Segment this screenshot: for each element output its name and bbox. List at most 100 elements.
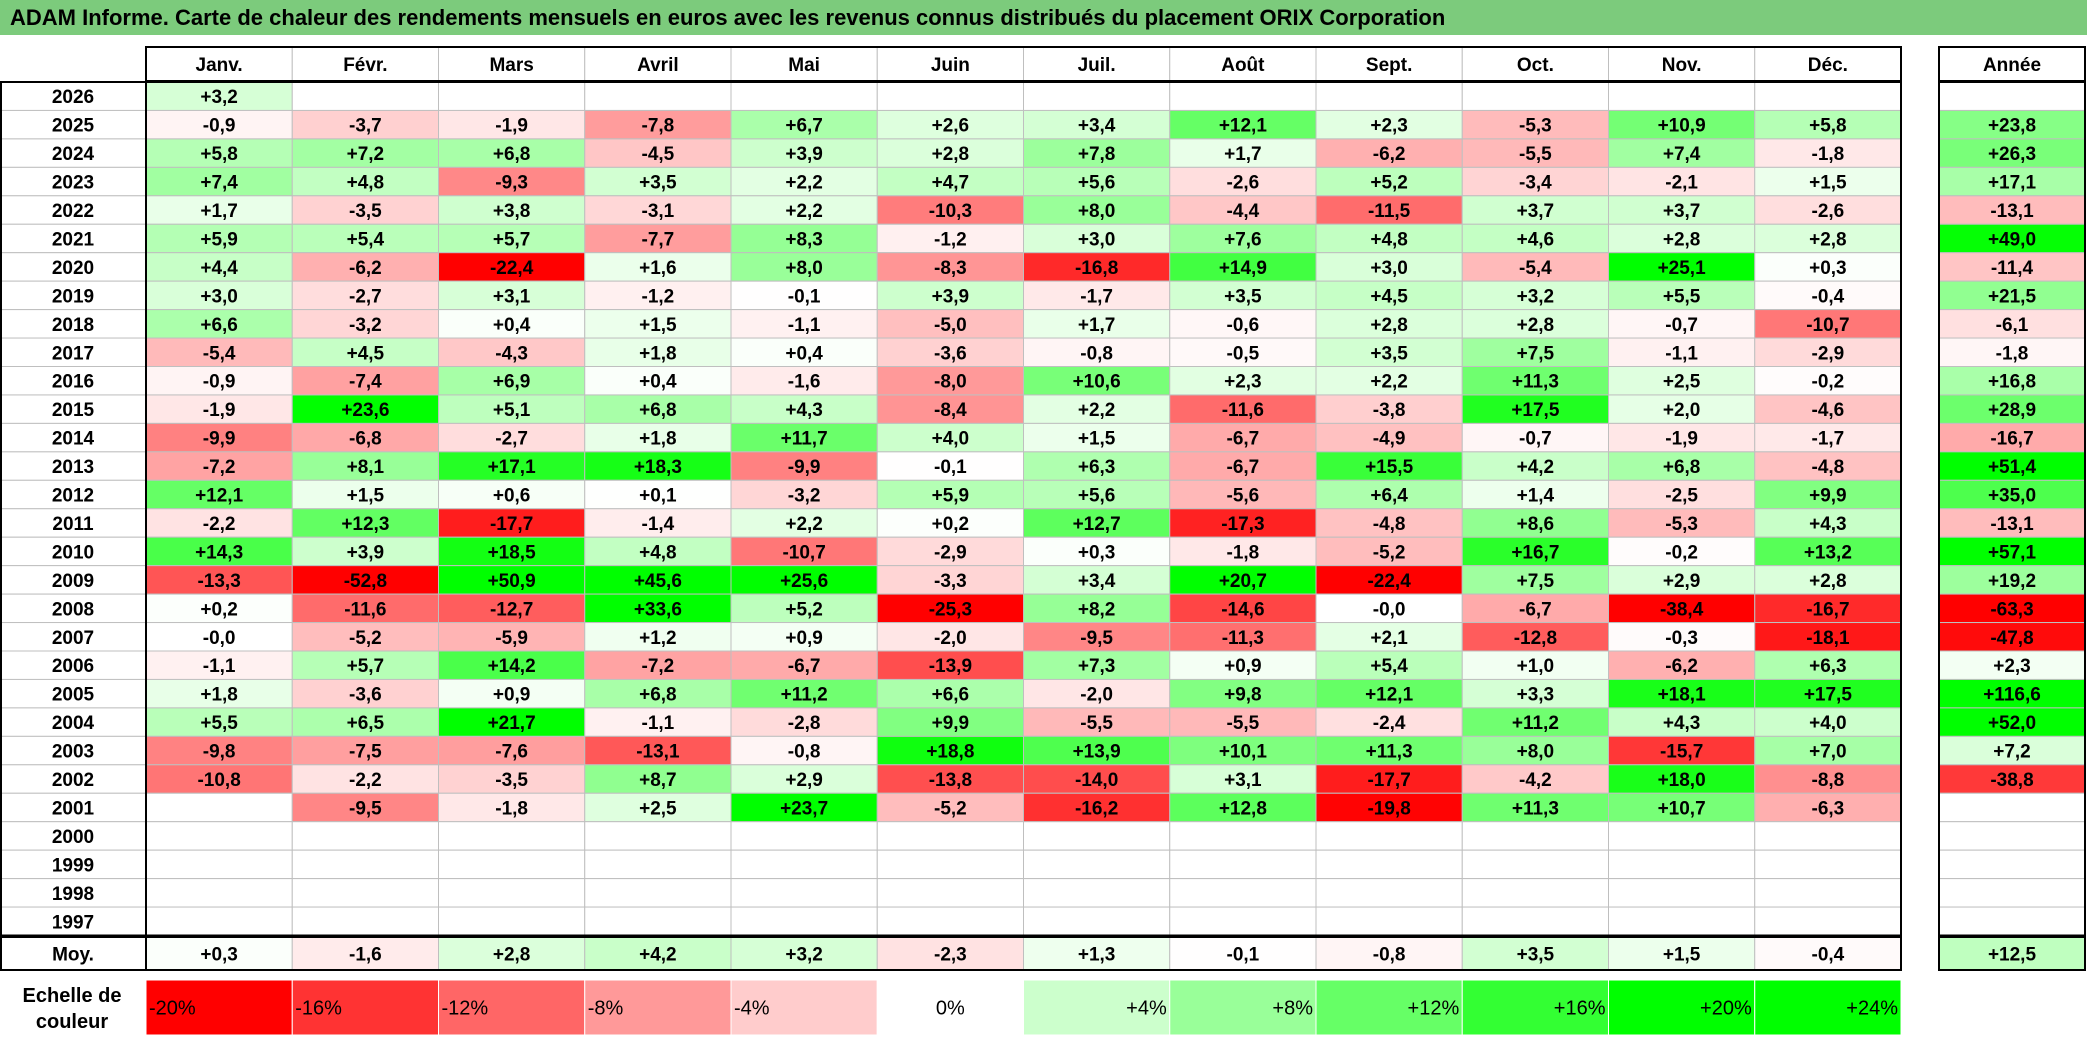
- annual-cell: [1938, 422, 2086, 453]
- heatmap-cell-value: +2,9: [785, 770, 823, 791]
- heatmap-cell-value: +0,6: [493, 486, 531, 507]
- heatmap-cell: [291, 223, 439, 254]
- average-cell-value: +0,3: [200, 945, 238, 966]
- heatmap-cell-value: +9,9: [1809, 486, 1847, 507]
- heatmap-cell: [438, 764, 586, 794]
- heatmap-cell: [1315, 565, 1463, 595]
- heatmap-cell-value: -0,7: [1665, 315, 1698, 336]
- heatmap-cell: [876, 451, 1024, 481]
- heatmap-cell: [876, 280, 1024, 311]
- heatmap-cell-value: +4,0: [1809, 713, 1847, 734]
- year-label-cell: [0, 81, 147, 111]
- annual-cell: [1938, 309, 2086, 339]
- average-cell: [876, 936, 1024, 971]
- heatmap-cell-value: -1,7: [1812, 429, 1845, 450]
- heatmap-cell-value: +4,5: [347, 343, 385, 364]
- heatmap-cell: [145, 223, 293, 254]
- heatmap-cell-value: -10,8: [197, 770, 240, 791]
- heatmap-cell: [876, 735, 1024, 766]
- heatmap-cell: [1023, 479, 1171, 510]
- heatmap-cell: [1315, 166, 1463, 197]
- heatmap-cell: [1169, 109, 1317, 140]
- heatmap-cell: [1315, 849, 1463, 880]
- heatmap-cell-value: -5,6: [1227, 486, 1260, 507]
- heatmap-cell-value: +1,0: [1517, 656, 1555, 677]
- heatmap-cell-value: -5,5: [1227, 713, 1260, 734]
- year-label: 2025: [52, 116, 95, 137]
- heatmap-cell-value: -2,7: [349, 286, 382, 307]
- heatmap-cell-value: +50,9: [488, 571, 536, 592]
- heatmap-cell: [1023, 109, 1171, 140]
- heatmap-cell-value: +2,8: [1663, 229, 1701, 250]
- heatmap-cell-value: -4,4: [1227, 201, 1260, 222]
- year-header-label: Année: [1983, 55, 2041, 76]
- heatmap-cell: [1754, 849, 1902, 880]
- heatmap-cell: [584, 451, 732, 481]
- year-label: 2002: [52, 770, 94, 791]
- heatmap-cell: [1608, 451, 1756, 481]
- color-scale-swatch: [1754, 979, 1902, 1036]
- heatmap-cell-value: -3,2: [788, 486, 821, 507]
- heatmap-cell-value: +2,5: [1663, 372, 1701, 393]
- annual-cell: [1938, 337, 2086, 367]
- heatmap-cell: [730, 707, 878, 737]
- month-header-cell: [1169, 46, 1317, 82]
- heatmap-cell-value: -17,7: [490, 514, 533, 535]
- heatmap-cell-value: -0,2: [1812, 372, 1845, 393]
- heatmap-cell-value: +7,4: [200, 173, 238, 194]
- heatmap-cell: [730, 394, 878, 424]
- year-label: 2012: [52, 486, 94, 507]
- heatmap-cell: [291, 821, 439, 851]
- annual-cell: [1938, 622, 2086, 652]
- average-cell: [145, 936, 293, 971]
- heatmap-cell: [1023, 451, 1171, 481]
- heatmap-cell: [291, 536, 439, 567]
- heatmap-cell-value: +2,1: [1370, 628, 1408, 649]
- heatmap-cell-value: +0,9: [785, 628, 823, 649]
- heatmap-cell: [145, 792, 293, 823]
- heatmap-cell-value: +4,3: [1809, 514, 1847, 535]
- heatmap-cell: [291, 593, 439, 624]
- month-header-label: Nov.: [1662, 55, 1702, 76]
- color-scale-label: 0%: [936, 998, 965, 1020]
- year-label: 2003: [52, 742, 94, 763]
- color-scale-swatch: [876, 979, 1024, 1036]
- heatmap-cell-value: -8,8: [1812, 770, 1845, 791]
- heatmap-cell: [438, 479, 586, 510]
- heatmap-cell: [1169, 707, 1317, 737]
- heatmap-cell: [1608, 906, 1756, 936]
- year-label: 2004: [52, 713, 95, 734]
- heatmap-cell-value: -52,8: [344, 571, 387, 592]
- annual-cell: [1938, 878, 2086, 908]
- year-label: 2011: [52, 514, 94, 535]
- heatmap-cell-value: +10,7: [1658, 798, 1706, 819]
- heatmap-cell: [438, 451, 586, 481]
- heatmap-cell-value: -2,6: [1812, 201, 1845, 222]
- heatmap-cell-value: -8,4: [934, 400, 967, 421]
- annual-cell: [1938, 451, 2086, 481]
- average-cell-value: -0,8: [1373, 945, 1406, 966]
- heatmap-cell: [1754, 422, 1902, 453]
- heatmap-cell: [1754, 109, 1902, 140]
- heatmap-cell: [584, 764, 732, 794]
- heatmap-cell: [438, 366, 586, 396]
- heatmap-cell: [1023, 565, 1171, 595]
- annual-cell-value: +7,2: [1993, 742, 2031, 763]
- heatmap-cell-value: -12,8: [1514, 628, 1557, 649]
- heatmap-cell: [730, 792, 878, 823]
- heatmap-cell: [1461, 565, 1609, 595]
- heatmap-cell: [1169, 309, 1317, 339]
- heatmap-cell-value: +0,1: [639, 486, 677, 507]
- heatmap-cell-value: -13,3: [197, 571, 240, 592]
- heatmap-cell-value: +6,7: [785, 116, 823, 137]
- heatmap-cell: [1754, 479, 1902, 510]
- heatmap-cell-value: -1,9: [495, 116, 528, 137]
- heatmap-cell: [1023, 81, 1171, 111]
- heatmap-cell-value: +2,9: [1663, 571, 1701, 592]
- heatmap-cell-value: +5,7: [347, 656, 385, 677]
- month-header-cell: [1608, 46, 1756, 82]
- annual-cell-value: +52,0: [1988, 713, 2036, 734]
- heatmap-cell-value: -0,9: [203, 372, 236, 393]
- color-scale-swatch: [291, 979, 439, 1036]
- heatmap-cell-value: +3,2: [1517, 286, 1555, 307]
